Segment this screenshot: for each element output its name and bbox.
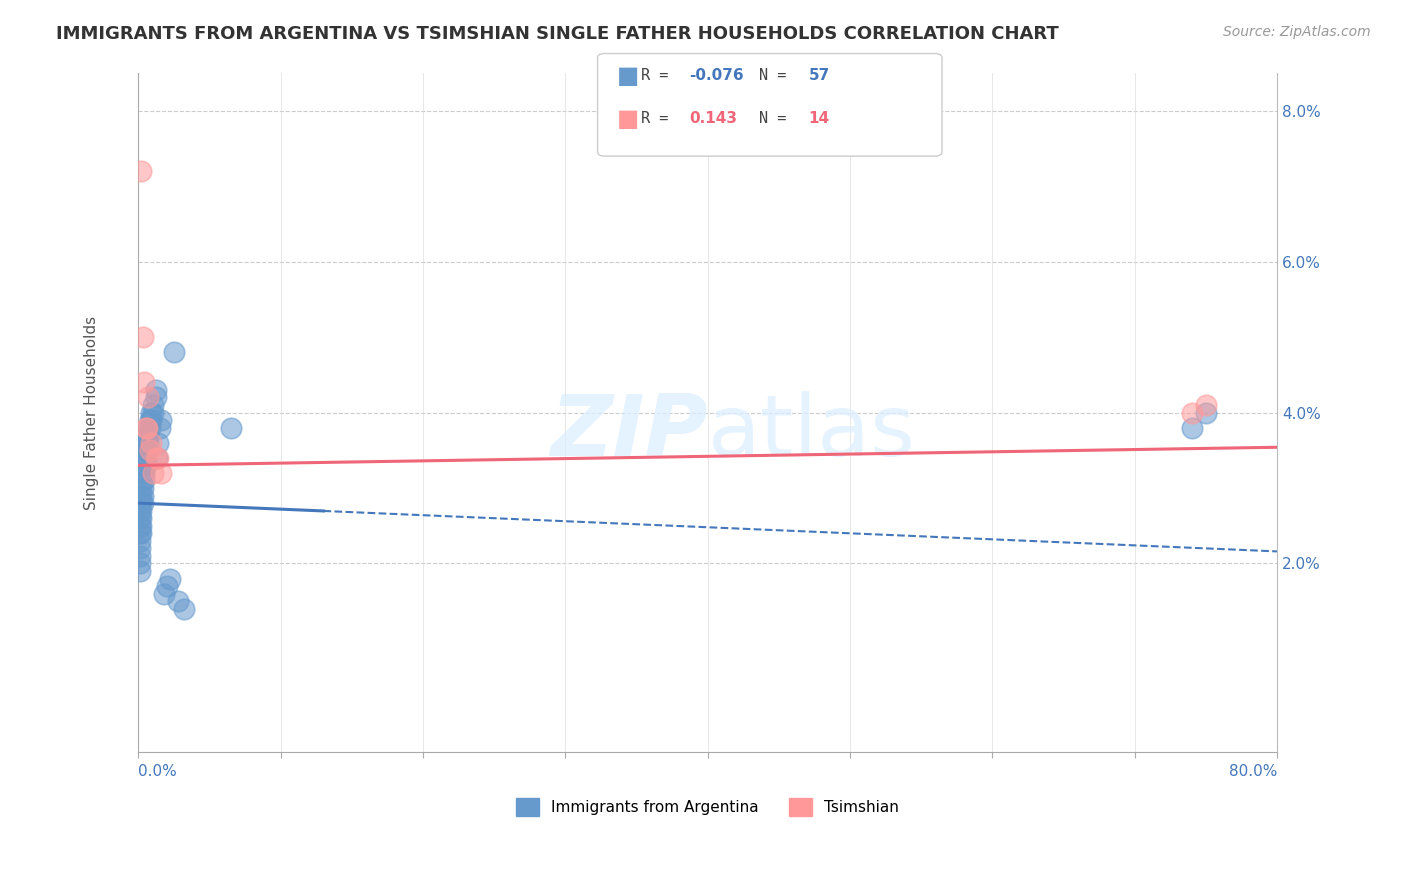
Point <box>136 443 159 458</box>
Point <box>153 587 176 601</box>
Point <box>129 518 152 533</box>
Point <box>136 428 159 442</box>
Point <box>129 164 152 178</box>
Point <box>128 557 150 571</box>
Point <box>139 443 162 458</box>
Text: 80.0%: 80.0% <box>1229 764 1277 780</box>
Point <box>141 406 163 420</box>
Point <box>128 564 150 578</box>
Point <box>128 496 150 510</box>
Point <box>139 420 162 434</box>
Point <box>138 391 160 405</box>
Text: ■: ■ <box>617 64 640 87</box>
Text: 57: 57 <box>808 69 830 83</box>
Point <box>149 420 172 434</box>
Text: Source: ZipAtlas.com: Source: ZipAtlas.com <box>1223 25 1371 39</box>
Point <box>131 474 153 488</box>
Point <box>138 428 160 442</box>
Point <box>134 458 156 473</box>
Text: 0.143: 0.143 <box>689 112 737 126</box>
Point <box>134 450 156 465</box>
Point <box>1195 406 1218 420</box>
Point <box>142 466 165 480</box>
Point <box>128 533 150 548</box>
Point <box>129 489 152 503</box>
Point <box>150 413 173 427</box>
Point <box>138 435 160 450</box>
Point <box>128 518 150 533</box>
Point <box>148 450 170 465</box>
Point <box>167 594 190 608</box>
Point <box>139 413 162 427</box>
Point <box>1195 398 1218 412</box>
Point <box>138 420 160 434</box>
Point <box>128 526 150 541</box>
Point <box>129 511 152 525</box>
Legend: Immigrants from Argentina, Tsimshian: Immigrants from Argentina, Tsimshian <box>510 792 905 822</box>
Point <box>136 435 159 450</box>
Text: 0.0%: 0.0% <box>138 764 177 780</box>
Point <box>129 481 152 495</box>
Y-axis label: Single Father Households: Single Father Households <box>83 316 98 509</box>
Point <box>128 503 150 517</box>
Point <box>131 481 153 495</box>
Text: IMMIGRANTS FROM ARGENTINA VS TSIMSHIAN SINGLE FATHER HOUSEHOLDS CORRELATION CHAR: IMMIGRANTS FROM ARGENTINA VS TSIMSHIAN S… <box>56 25 1059 43</box>
Point <box>134 474 156 488</box>
Point <box>145 450 167 465</box>
Point <box>145 391 167 405</box>
Point <box>131 496 153 510</box>
Point <box>173 601 195 615</box>
Point <box>135 458 157 473</box>
Point <box>141 435 163 450</box>
Text: ■: ■ <box>617 107 640 130</box>
Point <box>128 511 150 525</box>
Point <box>135 435 157 450</box>
Point <box>129 526 152 541</box>
Text: -0.076: -0.076 <box>689 69 744 83</box>
Point <box>156 579 179 593</box>
Point <box>142 406 165 420</box>
Point <box>1180 420 1202 434</box>
Point <box>131 466 153 480</box>
Point <box>145 383 167 397</box>
Point <box>134 466 156 480</box>
Point <box>146 450 169 465</box>
Point <box>129 503 152 517</box>
Point <box>129 496 152 510</box>
Text: R =: R = <box>641 112 686 126</box>
Text: 14: 14 <box>808 112 830 126</box>
Point <box>128 549 150 563</box>
Point <box>135 420 157 434</box>
Point <box>128 541 150 556</box>
Point <box>141 413 163 427</box>
Point <box>135 443 157 458</box>
Point <box>135 450 157 465</box>
Point <box>159 572 181 586</box>
Point <box>131 489 153 503</box>
Point <box>134 376 156 390</box>
Point <box>131 330 153 344</box>
Text: atlas: atlas <box>707 392 915 475</box>
Point <box>150 466 173 480</box>
Text: N =: N = <box>759 112 796 126</box>
Point <box>1180 406 1202 420</box>
Text: R =: R = <box>641 69 678 83</box>
Text: ZIP: ZIP <box>550 392 707 475</box>
Point <box>142 398 165 412</box>
Point <box>219 420 242 434</box>
Point <box>136 420 159 434</box>
Point <box>163 345 186 359</box>
Text: N =: N = <box>759 69 796 83</box>
Point <box>148 435 170 450</box>
